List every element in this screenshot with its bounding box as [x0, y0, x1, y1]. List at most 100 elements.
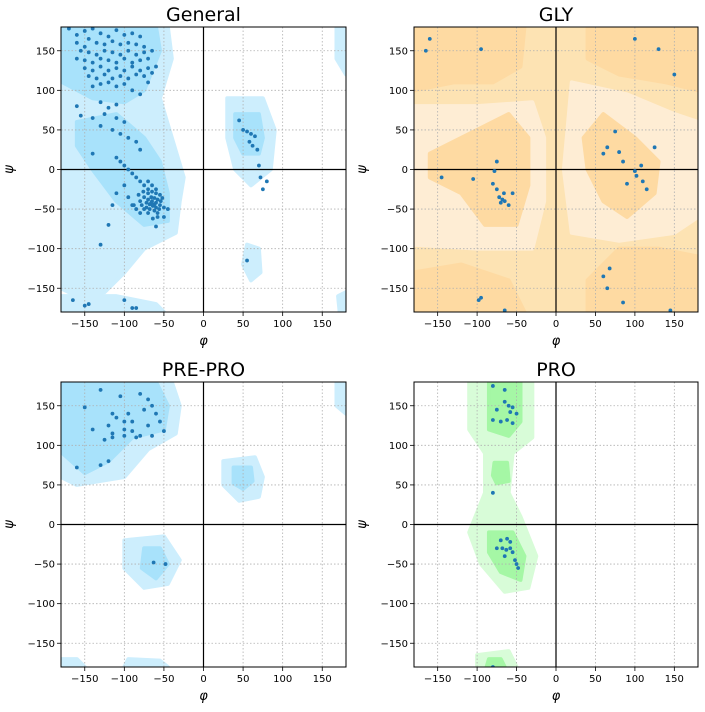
y-tick-label: 150: [389, 46, 408, 57]
y-axis-label: ψ: [2, 165, 17, 174]
data-point: [142, 44, 147, 49]
data-point: [516, 566, 521, 570]
data-point: [106, 423, 111, 428]
data-point: [150, 216, 155, 221]
data-point: [498, 419, 503, 424]
data-point: [110, 431, 115, 436]
data-point: [490, 181, 495, 186]
data-point: [126, 167, 131, 172]
y-tick-label: −150: [381, 284, 408, 295]
data-point: [82, 303, 87, 308]
data-point: [644, 187, 649, 192]
data-point: [150, 48, 154, 53]
data-point: [258, 175, 263, 180]
y-tick-label: −150: [381, 639, 408, 650]
data-point: [427, 36, 432, 41]
favoured-region: [61, 382, 170, 476]
data-point: [257, 163, 261, 168]
y-tick-label: 100: [36, 441, 55, 452]
data-point: [508, 546, 513, 551]
y-axis-label: ψ: [2, 520, 17, 529]
data-point: [82, 58, 87, 63]
x-tick-label: −100: [463, 674, 490, 685]
data-point: [90, 151, 95, 156]
data-point: [98, 463, 103, 468]
data-point: [82, 66, 87, 71]
data-point: [138, 147, 143, 152]
y-tick-label: −100: [28, 599, 55, 610]
data-point: [134, 42, 139, 47]
data-point: [142, 195, 147, 200]
data-point: [502, 199, 507, 204]
data-point: [260, 187, 265, 192]
data-point: [118, 159, 123, 164]
data-point: [126, 48, 131, 53]
data-point: [162, 215, 166, 219]
data-points: [67, 27, 269, 310]
data-point: [160, 196, 165, 200]
data-point: [138, 199, 143, 204]
data-point: [130, 64, 135, 69]
favoured-region: [233, 112, 265, 156]
data-point: [122, 82, 127, 86]
data-point: [502, 388, 507, 392]
favoured-region: [490, 460, 511, 486]
y-tick-label: 150: [389, 401, 408, 412]
data-point: [494, 546, 499, 551]
data-point: [154, 64, 158, 69]
data-point: [138, 433, 143, 438]
x-tick-label: −150: [424, 674, 451, 685]
data-point: [118, 42, 123, 47]
data-point: [138, 179, 143, 184]
data-point: [151, 560, 156, 565]
data-point: [146, 66, 150, 71]
data-point: [150, 71, 154, 75]
data-point: [158, 192, 162, 197]
data-point: [146, 80, 150, 85]
data-point: [106, 80, 111, 85]
data-point: [146, 191, 150, 196]
allowed-region: [122, 657, 170, 667]
x-tick-label: 100: [625, 319, 644, 330]
data-point: [98, 100, 103, 105]
data-point: [672, 72, 677, 77]
data-point: [146, 197, 150, 202]
data-point: [130, 171, 135, 176]
data-point: [122, 427, 127, 432]
data-point: [78, 113, 83, 118]
x-axis-label: φ: [552, 334, 561, 349]
data-point: [502, 308, 507, 312]
data-point: [70, 298, 75, 303]
x-tick-label: −100: [463, 319, 490, 330]
plot-panel-4: −150 −100 −50 0 50 100 150 −150 −100 −50 0 50 100 150…: [355, 359, 699, 704]
x-tick-label: −100: [111, 674, 138, 685]
data-point: [142, 183, 147, 188]
y-tick-label: −100: [381, 244, 408, 255]
data-point: [74, 40, 79, 45]
y-tick-label: −150: [28, 639, 55, 650]
data-point: [122, 56, 127, 61]
data-point: [126, 40, 131, 45]
data-points: [423, 36, 677, 312]
y-tick-label: 0: [49, 520, 55, 531]
density-regions: [467, 382, 539, 667]
data-point: [110, 50, 115, 55]
data-point: [150, 183, 154, 188]
data-point: [500, 546, 505, 551]
allowed-region: [61, 657, 87, 667]
data-point: [130, 306, 135, 310]
data-point: [126, 135, 131, 140]
data-point: [134, 175, 139, 180]
data-point: [498, 538, 503, 543]
y-tick-label: −150: [28, 284, 55, 295]
data-point: [162, 429, 166, 433]
data-point: [102, 72, 107, 77]
data-point: [122, 433, 127, 438]
data-point: [497, 195, 502, 200]
data-point: [625, 181, 629, 186]
x-tick-label: 0: [553, 319, 559, 330]
data-point: [98, 388, 103, 392]
data-point: [508, 410, 513, 414]
y-tick-label: 100: [36, 86, 55, 97]
